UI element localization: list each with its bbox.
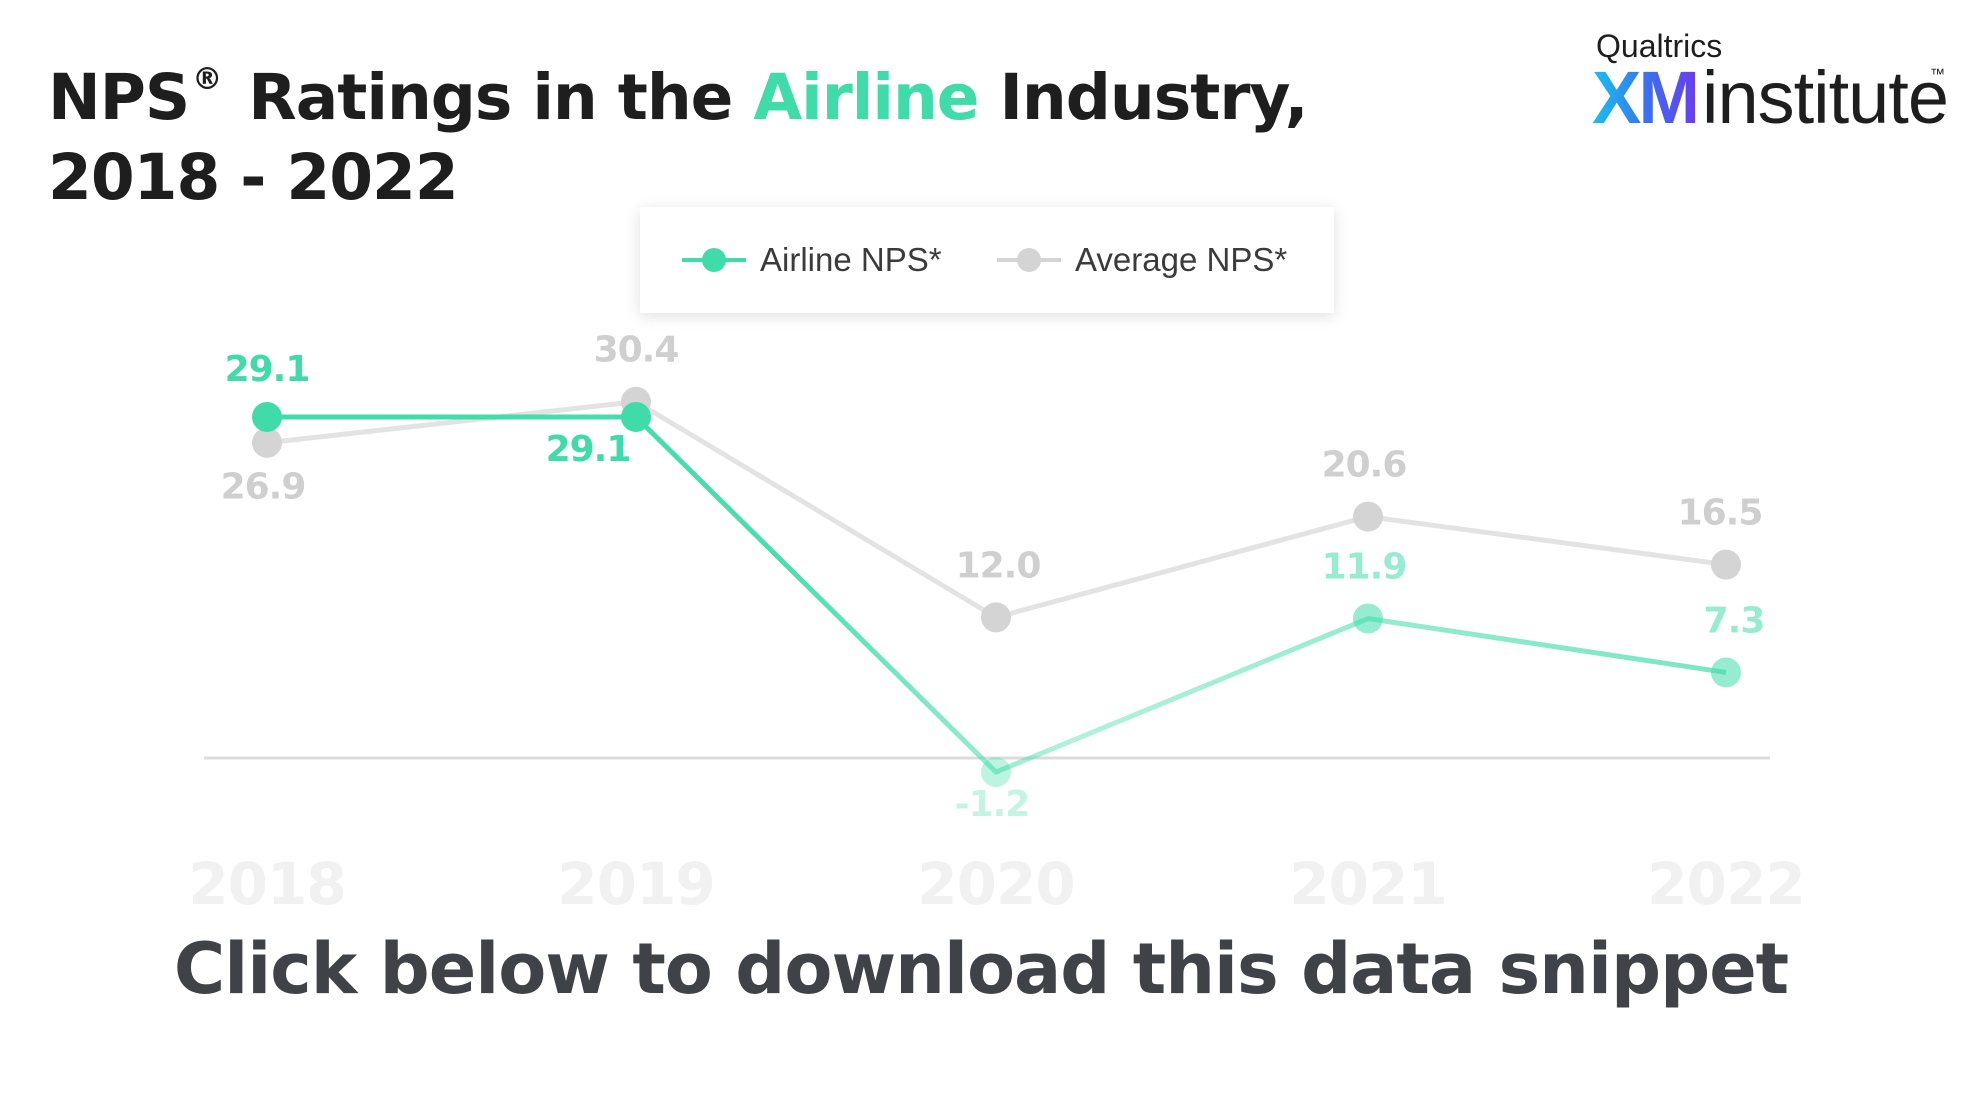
data-label-average: 20.6 [1322, 445, 1407, 486]
chart-legend: Airline NPS* Average NPS* [640, 207, 1334, 313]
data-point-average [981, 602, 1011, 633]
series-line-airline [267, 414, 1727, 775]
legend-label-airline: Airline NPS* [760, 241, 942, 278]
data-label-airline: -1.2 [955, 784, 1030, 825]
legend-swatch-airline [682, 248, 746, 272]
xm-institute-logo: Qualtrics XM institute ™ [1592, 28, 1952, 138]
data-label-airline: 29.1 [225, 349, 310, 390]
data-label-airline: 29.1 [546, 429, 631, 470]
data-point-average [1711, 549, 1741, 580]
data-point-airline [981, 757, 1011, 788]
nps-line-chart: 26.9 30.4 12.0 20.6 16.5 29.1 29.1 -1.2 11.9 7.3 2… [188, 330, 1805, 918]
data-label-average: 12.0 [956, 545, 1041, 586]
data-point-average [1353, 501, 1383, 532]
title-nps: NPS [48, 61, 190, 134]
title-middle: Ratings in the [227, 61, 754, 134]
title-suffix: Industry, [978, 61, 1308, 134]
data-point-airline [1353, 603, 1383, 634]
legend-dot-average [1017, 248, 1041, 272]
legend-item-airline: Airline NPS* [682, 207, 942, 313]
logo-trademark: ™ [1930, 66, 1945, 83]
logo-xm: XM [1592, 56, 1700, 139]
legend-item-average: Average NPS* [997, 207, 1287, 313]
chart-title: NPS ® Ratings in the Airline Industry, 201… [48, 40, 1309, 218]
registered-mark: ® [192, 62, 222, 97]
data-label-airline: 11.9 [1322, 547, 1407, 588]
data-point-airline [1711, 657, 1741, 688]
logo-brand: Qualtrics [1596, 28, 1723, 64]
x-tick-label: 2019 [557, 850, 714, 918]
data-point-airline [252, 401, 282, 432]
data-label-average: 26.9 [221, 467, 306, 508]
data-point-average [252, 427, 282, 458]
legend-swatch-average [997, 248, 1061, 272]
data-label-average: 30.4 [594, 330, 679, 371]
download-cta[interactable]: Click below to download this data snippe… [173, 928, 1789, 1010]
data-point-airline [621, 401, 651, 432]
x-tick-label: 2020 [917, 850, 1074, 918]
legend-dot-airline [702, 248, 726, 272]
title-years: 2018 - 2022 [48, 141, 459, 214]
x-tick-label: 2022 [1647, 850, 1804, 918]
logo-name: institute [1702, 56, 1949, 139]
data-label-average: 16.5 [1678, 493, 1763, 534]
data-label-airline: 7.3 [1704, 600, 1765, 641]
x-tick-label: 2021 [1289, 850, 1446, 918]
x-tick-label: 2018 [188, 850, 345, 918]
title-accent: Airline [753, 61, 979, 134]
legend-label-average: Average NPS* [1075, 241, 1288, 278]
